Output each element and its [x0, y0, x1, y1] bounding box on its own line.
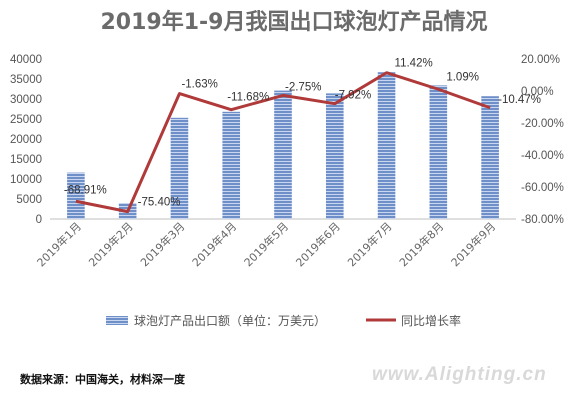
- x-tick-label: 2019年7月: [344, 219, 394, 269]
- y-left-tick-label: 30000: [10, 94, 42, 106]
- y-right-tick-label: -20.00%: [521, 118, 564, 130]
- legend-line-label: 同比增长率: [401, 313, 461, 328]
- bar: [222, 111, 241, 219]
- y-left-tick-label: 5000: [16, 194, 42, 206]
- y-left-tick-label: 35000: [10, 74, 42, 86]
- y-right-tick-label: -60.00%: [521, 182, 564, 194]
- data-label: 1.09%: [446, 71, 479, 83]
- y-left-tick-label: 0: [36, 214, 42, 226]
- watermark: www.Alighting.cn: [372, 364, 547, 385]
- y-left-tick-label: 25000: [10, 114, 42, 126]
- x-tick-label: 2019年2月: [86, 219, 136, 269]
- bar: [274, 90, 292, 219]
- bar: [377, 72, 396, 219]
- bar: [170, 117, 189, 219]
- data-label: 11.42%: [395, 58, 433, 70]
- line-series: [75, 71, 491, 214]
- x-tick-label: 2019年5月: [241, 219, 291, 269]
- data-label: -7.92%: [335, 90, 371, 102]
- x-tick-label: 2019年9月: [448, 219, 498, 269]
- x-tick-label: 2019年4月: [189, 219, 239, 269]
- y-right-tick-label: 0.00%: [521, 86, 554, 98]
- x-tick-label: 2019年3月: [137, 219, 187, 269]
- growth-line: [75, 71, 491, 214]
- legend: 球泡灯产品出口额（单位：万美元） 同比增长率: [106, 313, 461, 328]
- y-right-tick-label: -80.00%: [521, 214, 564, 226]
- bar: [481, 96, 499, 219]
- x-tick-label: 2019年8月: [396, 219, 446, 269]
- bar-series: [67, 72, 499, 220]
- legend-bar-label: 球泡灯产品出口额（单位：万美元）: [134, 313, 326, 328]
- data-label: -11.68%: [227, 92, 269, 104]
- legend-bar-swatch: [106, 316, 128, 325]
- x-tick-label: 2019年6月: [293, 219, 343, 269]
- y-right-tick-label: -40.00%: [521, 150, 564, 162]
- data-label: -2.75%: [285, 81, 321, 93]
- data-label: -68.91%: [64, 184, 107, 196]
- bar: [325, 93, 344, 219]
- x-tick-label: 2019年1月: [34, 219, 84, 269]
- data-label: -10.47%: [498, 94, 541, 106]
- data-labels: -68.91% -75.40% -1.63% -11.68% -2.75% -7.92% 1…: [64, 58, 541, 209]
- y-right-tick-label: 20.00%: [521, 54, 560, 66]
- y-left-tick-label: 40000: [10, 54, 42, 66]
- y-left-tick-label: 20000: [10, 134, 42, 146]
- bar: [67, 172, 85, 219]
- source-note: 数据来源：中国海关，材料深一度: [20, 373, 185, 386]
- chart-title: 2019年1-9月我国出口球泡灯产品情况: [101, 9, 488, 35]
- data-label: -75.40%: [138, 197, 181, 209]
- data-label: -1.63%: [181, 79, 217, 91]
- y-left-tick-label: 15000: [10, 154, 42, 166]
- y-left-tick-label: 10000: [10, 174, 42, 186]
- bar: [429, 85, 448, 220]
